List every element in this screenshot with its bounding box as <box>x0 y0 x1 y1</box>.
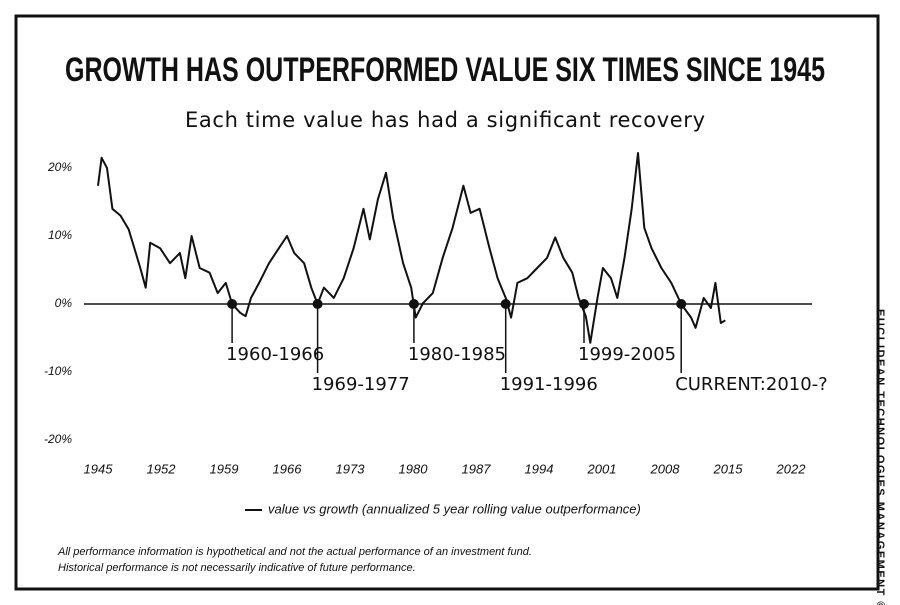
chart-title: GROWTH HAS OUTPERFORMED VALUE SIX TIMES … <box>65 51 825 89</box>
x-tick-label: 1966 <box>273 461 303 476</box>
annotation-label: 1969-1977 <box>312 374 410 395</box>
y-tick-label: 20% <box>47 160 72 174</box>
annotation-dot <box>312 299 323 309</box>
y-tick-label: -20% <box>44 432 72 446</box>
annotation-label: CURRENT:2010-? <box>675 374 828 395</box>
series-line <box>97 152 726 344</box>
annotation-label: 1960-1966 <box>226 344 324 365</box>
y-tick-label: -10% <box>44 364 72 378</box>
legend-label: value vs growth (annualized 5 year rolli… <box>268 501 641 516</box>
annotation-label: 1980-1985 <box>408 344 506 365</box>
frame <box>14 14 880 591</box>
x-tick-label: 2015 <box>713 461 744 476</box>
annotation-dot <box>408 299 419 309</box>
credit: EUCLIDEAN TECHNOLOGIES MANAGEMENT © <box>874 309 886 605</box>
annotation-dot <box>500 299 511 309</box>
x-tick-label: 2022 <box>776 461 807 476</box>
x-tick-label: 1959 <box>210 461 239 476</box>
y-tick-label: 10% <box>48 228 72 242</box>
x-tick-label: 1994 <box>525 461 554 476</box>
x-tick-label: 1987 <box>462 461 492 476</box>
annotation-dot <box>227 299 238 309</box>
y-tick-label: 0% <box>55 296 73 310</box>
annotation-label: 1999-2005 <box>578 344 676 365</box>
annotation-label: 1991-1996 <box>500 374 598 395</box>
annotation-dot <box>676 299 687 309</box>
footnote: Historical performance is not necessaril… <box>58 562 416 574</box>
annotation-dot <box>579 299 589 309</box>
footnote: All performance information is hypotheti… <box>57 546 532 558</box>
chart-subtitle: Each time value has had a significant re… <box>185 108 705 132</box>
x-tick-label: 2008 <box>650 461 681 476</box>
x-tick-label: 1945 <box>84 461 114 476</box>
x-tick-label: 1952 <box>147 461 177 476</box>
x-tick-label: 1980 <box>399 461 429 476</box>
x-tick-label: 2001 <box>587 461 617 476</box>
x-tick-label: 1973 <box>336 461 366 476</box>
